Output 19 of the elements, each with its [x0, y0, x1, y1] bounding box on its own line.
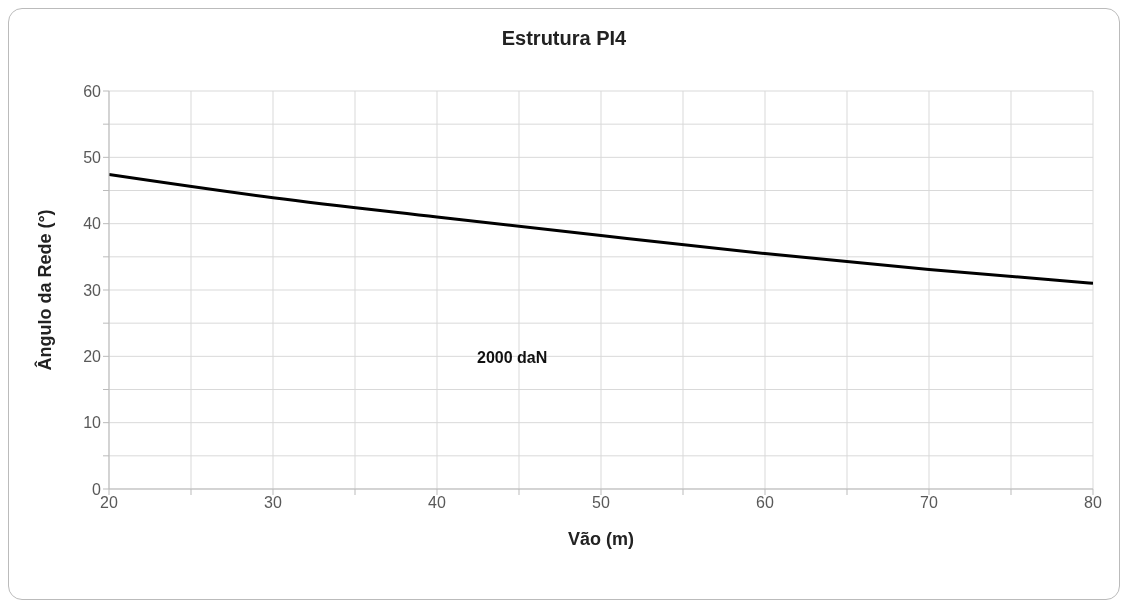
annotation: 2000 daN — [477, 349, 548, 367]
x-tick-label: 20 — [100, 494, 118, 512]
y-tick-label: 60 — [83, 82, 102, 100]
x-tick-label: 40 — [428, 494, 446, 512]
x-tick-label: 30 — [264, 494, 282, 512]
y-tick-label: 10 — [83, 414, 102, 432]
x-tick-label: 70 — [920, 494, 938, 512]
line-series — [109, 173, 1093, 285]
y-tick-label: 50 — [83, 149, 102, 167]
y-tick-label: 30 — [83, 281, 102, 299]
x-tick-label: 60 — [756, 494, 774, 512]
y-tick-label: 40 — [83, 215, 102, 233]
y-tick-label: 20 — [83, 348, 102, 366]
y-axis-title: Ângulo da Rede (°) — [34, 209, 56, 371]
y-tick-label: 0 — [92, 480, 102, 498]
chart-title: Estrutura PI4 — [500, 27, 628, 50]
x-tick-label: 50 — [592, 494, 610, 512]
x-tick-label: 80 — [1084, 494, 1102, 512]
x-axis-title: Vão (m) — [567, 529, 635, 549]
